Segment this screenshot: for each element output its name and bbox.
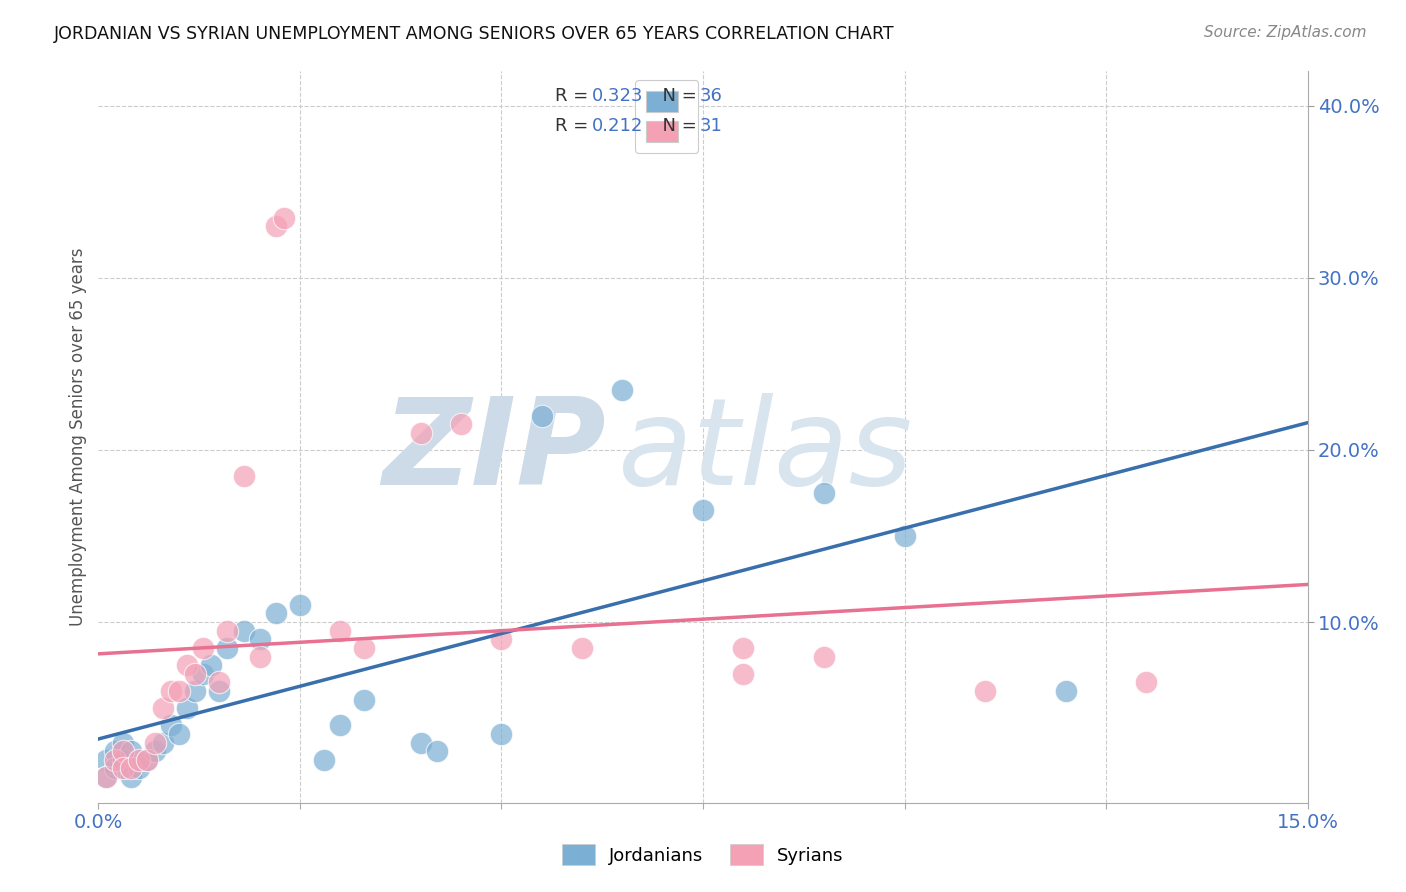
Point	[103, 753, 125, 767]
Point	[120, 744, 142, 758]
Point	[96, 770, 118, 784]
Point	[111, 744, 134, 758]
Point	[232, 624, 254, 638]
Point	[176, 701, 198, 715]
Point	[111, 735, 134, 749]
Point	[120, 761, 142, 775]
Point	[128, 753, 150, 767]
Point	[193, 640, 215, 655]
Text: 36: 36	[699, 87, 723, 104]
Point	[893, 529, 915, 543]
Point	[111, 753, 134, 767]
Point	[329, 718, 352, 732]
Point	[135, 753, 157, 767]
Legend: , : ,	[636, 80, 699, 153]
Point	[813, 649, 835, 664]
Point	[491, 632, 513, 647]
Point	[409, 425, 432, 440]
Point	[249, 632, 271, 647]
Text: N =: N =	[651, 87, 703, 104]
Point	[1054, 684, 1077, 698]
Point	[692, 503, 714, 517]
Point	[409, 735, 432, 749]
Point	[530, 409, 553, 423]
Point	[353, 640, 375, 655]
Point	[571, 640, 593, 655]
Y-axis label: Unemployment Among Seniors over 65 years: Unemployment Among Seniors over 65 years	[69, 248, 87, 626]
Text: 31: 31	[699, 118, 723, 136]
Text: R =: R =	[555, 118, 595, 136]
Point	[974, 684, 997, 698]
Text: R =: R =	[555, 87, 595, 104]
Point	[143, 744, 166, 758]
Point	[184, 684, 207, 698]
Point	[329, 624, 352, 638]
Point	[152, 701, 174, 715]
Point	[733, 640, 755, 655]
Text: Source: ZipAtlas.com: Source: ZipAtlas.com	[1204, 25, 1367, 40]
Point	[733, 666, 755, 681]
Text: ZIP: ZIP	[382, 393, 606, 510]
Point	[152, 735, 174, 749]
Point	[200, 658, 222, 673]
Point	[314, 753, 336, 767]
Point	[167, 727, 190, 741]
Point	[193, 666, 215, 681]
Point	[426, 744, 449, 758]
Point	[353, 692, 375, 706]
Point	[128, 761, 150, 775]
Point	[184, 666, 207, 681]
Point	[135, 753, 157, 767]
Point	[264, 219, 287, 234]
Text: JORDANIAN VS SYRIAN UNEMPLOYMENT AMONG SENIORS OVER 65 YEARS CORRELATION CHART: JORDANIAN VS SYRIAN UNEMPLOYMENT AMONG S…	[53, 25, 894, 43]
Point	[813, 486, 835, 500]
Point	[160, 684, 183, 698]
Point	[120, 770, 142, 784]
Point	[450, 417, 472, 432]
Point	[217, 640, 239, 655]
Point	[273, 211, 295, 225]
Point	[232, 468, 254, 483]
Point	[111, 761, 134, 775]
Point	[143, 735, 166, 749]
Point	[1135, 675, 1157, 690]
Point	[103, 744, 125, 758]
Point	[288, 598, 311, 612]
Point	[103, 761, 125, 775]
Point	[264, 607, 287, 621]
Point	[249, 649, 271, 664]
Point	[96, 770, 118, 784]
Point	[208, 675, 231, 690]
Point	[160, 718, 183, 732]
Text: 0.323: 0.323	[592, 87, 644, 104]
Text: N =: N =	[651, 118, 703, 136]
Point	[208, 684, 231, 698]
Text: 0.212: 0.212	[592, 118, 643, 136]
Point	[176, 658, 198, 673]
Point	[167, 684, 190, 698]
Point	[96, 753, 118, 767]
Point	[491, 727, 513, 741]
Point	[217, 624, 239, 638]
Point	[612, 383, 634, 397]
Text: atlas: atlas	[619, 393, 914, 510]
Legend: Jordanians, Syrians: Jordanians, Syrians	[553, 835, 853, 874]
